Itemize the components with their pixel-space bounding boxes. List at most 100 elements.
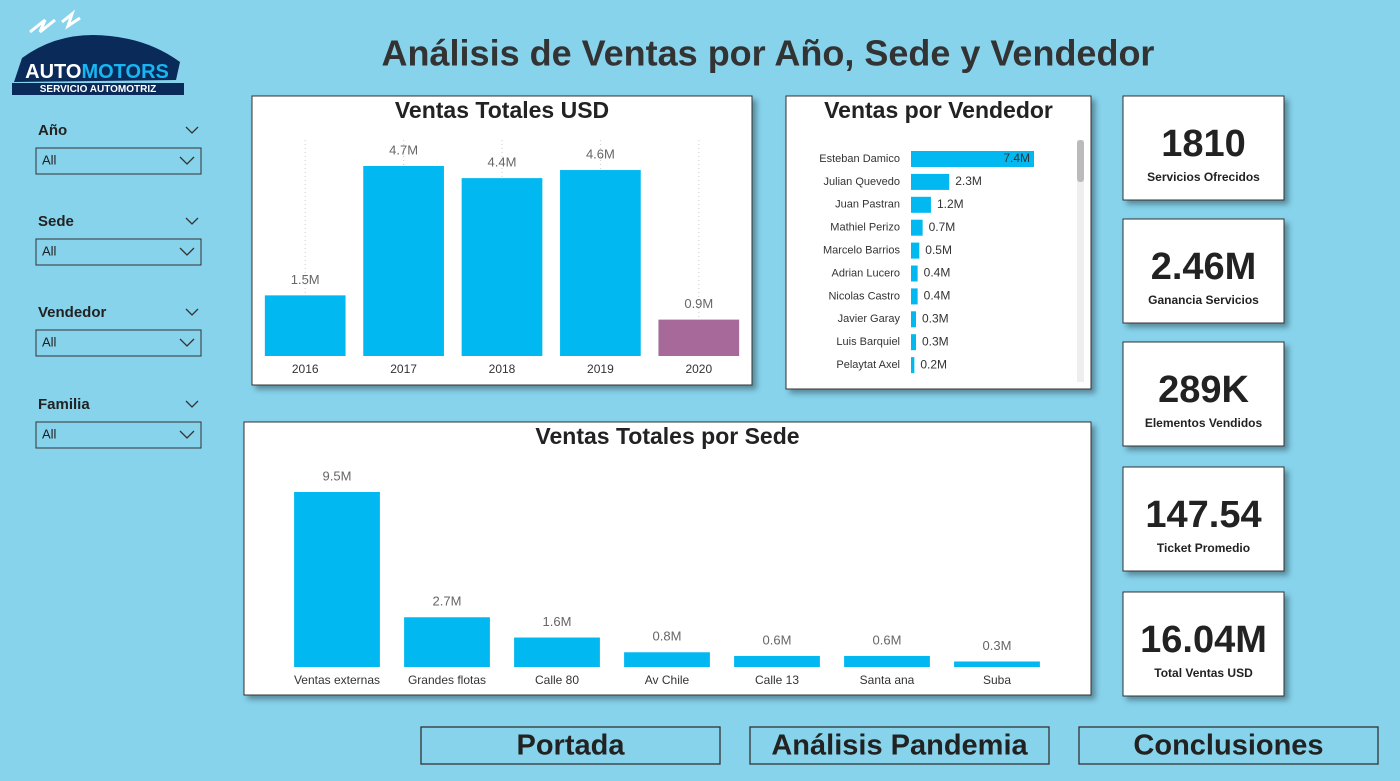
chevron — [185, 308, 199, 316]
logo-bolt — [29, 9, 81, 34]
category-label: Santa ana — [860, 673, 915, 687]
kpi-label: Servicios Ofrecidos — [1147, 170, 1260, 184]
kpi-label: Elementos Vendidos — [1145, 416, 1263, 430]
kpi-card — [1122, 341, 1285, 447]
category-label: Av Chile — [645, 673, 690, 687]
filter-value: All — [42, 334, 57, 349]
value-label: 0.4M — [924, 266, 951, 280]
kpi-value: 289K — [1158, 369, 1249, 411]
kpi-value: 2.46M — [1151, 246, 1257, 288]
bar — [911, 288, 918, 305]
category-label: Grandes flotas — [408, 673, 486, 687]
filter-dropdown[interactable] — [35, 238, 202, 266]
bar — [911, 265, 918, 282]
bar — [911, 173, 950, 190]
filter-value: All — [42, 426, 57, 441]
scrollbar-track — [1077, 140, 1084, 382]
kpi-value: 147.54 — [1145, 494, 1261, 536]
filter-dropdown[interactable] — [35, 147, 202, 175]
value-label: 4.4M — [488, 155, 517, 170]
logo-name: AUTOMOTORS — [25, 61, 169, 83]
value-label: 0.3M — [983, 638, 1012, 653]
nav-button-label[interactable]: Conclusiones — [1133, 730, 1323, 762]
category-label: Calle 80 — [535, 673, 579, 687]
nav-button[interactable] — [1078, 726, 1379, 765]
category-label: Juan Pastran — [835, 199, 900, 211]
value-label: 0.6M — [873, 632, 902, 647]
category-label: Nicolas Castro — [828, 290, 900, 302]
value-label: 0.3M — [922, 334, 949, 348]
nav-button-label[interactable]: Portada — [517, 730, 626, 762]
bar — [514, 637, 600, 667]
logo-tagline: SERVICIO AUTOMOTRIZ — [40, 84, 157, 95]
nav-button[interactable] — [420, 726, 721, 765]
chevron — [179, 247, 195, 256]
filter-dropdown[interactable] — [35, 421, 202, 449]
value-label: 0.6M — [763, 632, 792, 647]
page-title: Análisis de Ventas por Año, Sede y Vende… — [382, 33, 1155, 74]
category-label: Luis Barquiel — [836, 336, 900, 348]
logo-name-a: AUTO — [25, 61, 81, 83]
chart-panel — [785, 95, 1092, 390]
bar — [911, 242, 920, 259]
nav-button[interactable] — [749, 726, 1050, 765]
bar — [844, 655, 930, 667]
category-label: Pelaytat Axel — [836, 359, 900, 371]
chart: Ventas Totales por Sede 9.5M Ventas extern… — [243, 421, 1092, 696]
logo-name-b: MOTORS — [81, 61, 168, 83]
value-label: 1.6M — [543, 614, 572, 629]
chart: Ventas por Vendedor Esteban Damico 7.4M Jul… — [785, 95, 1092, 390]
value-label: 7.4M — [1003, 151, 1030, 165]
category-label: Esteban Damico — [819, 153, 900, 165]
kpi-label: Total Ventas USD — [1154, 666, 1253, 680]
value-label: 2.7M — [433, 594, 462, 609]
category-label: Ventas externas — [294, 673, 380, 687]
kpi-card — [1122, 218, 1285, 324]
value-label: 0.4M — [924, 289, 951, 303]
filter-label: Familia — [38, 396, 90, 413]
value-label: 1.2M — [937, 197, 964, 211]
chart: Ventas Totales USD 1.5M 2016 4.7M 2017 4.4M 20… — [251, 95, 753, 386]
category-label: Marcelo Barrios — [823, 245, 901, 257]
value-label: 1.5M — [291, 272, 320, 287]
chevron — [179, 338, 195, 347]
nav-button-label[interactable]: Análisis Pandemia — [771, 730, 1028, 762]
bar — [294, 492, 380, 667]
bar — [560, 170, 641, 356]
kpi-card — [1122, 466, 1285, 572]
bar — [363, 166, 444, 356]
filter-label: Vendedor — [38, 304, 107, 321]
category-label: 2019 — [587, 362, 614, 376]
chart-title: Ventas Totales por Sede — [535, 423, 799, 449]
category-label: Calle 13 — [755, 673, 799, 687]
bar — [734, 655, 820, 667]
bar — [954, 661, 1040, 667]
bar — [624, 652, 710, 667]
chart-panel — [243, 421, 1092, 696]
kpi-value: 16.04M — [1140, 619, 1267, 661]
category-label: Javier Garay — [838, 313, 901, 325]
bar — [911, 219, 923, 236]
category-label: 2018 — [489, 362, 516, 376]
filter-label: Año — [38, 122, 67, 139]
chevron — [185, 400, 199, 408]
category-label: 2020 — [685, 362, 712, 376]
logo-shape — [14, 34, 180, 82]
value-label: 0.2M — [920, 357, 947, 371]
category-label: Suba — [983, 673, 1011, 687]
value-label: 0.5M — [925, 243, 952, 257]
logo-band — [12, 83, 184, 95]
chevron — [179, 156, 195, 165]
kpi-card — [1122, 591, 1285, 697]
kpi-card — [1122, 95, 1285, 201]
bar — [264, 295, 346, 356]
category-label: 2017 — [390, 362, 417, 376]
filter-dropdown[interactable] — [35, 329, 202, 357]
category-label: Julian Quevedo — [824, 176, 900, 188]
bar — [911, 196, 931, 213]
filter-value: All — [42, 152, 57, 167]
value-label: 2.3M — [955, 174, 982, 188]
chevron — [179, 430, 195, 439]
logo: AUTOMOTORS SERVICIO AUTOMOTRIZ — [12, 9, 184, 95]
